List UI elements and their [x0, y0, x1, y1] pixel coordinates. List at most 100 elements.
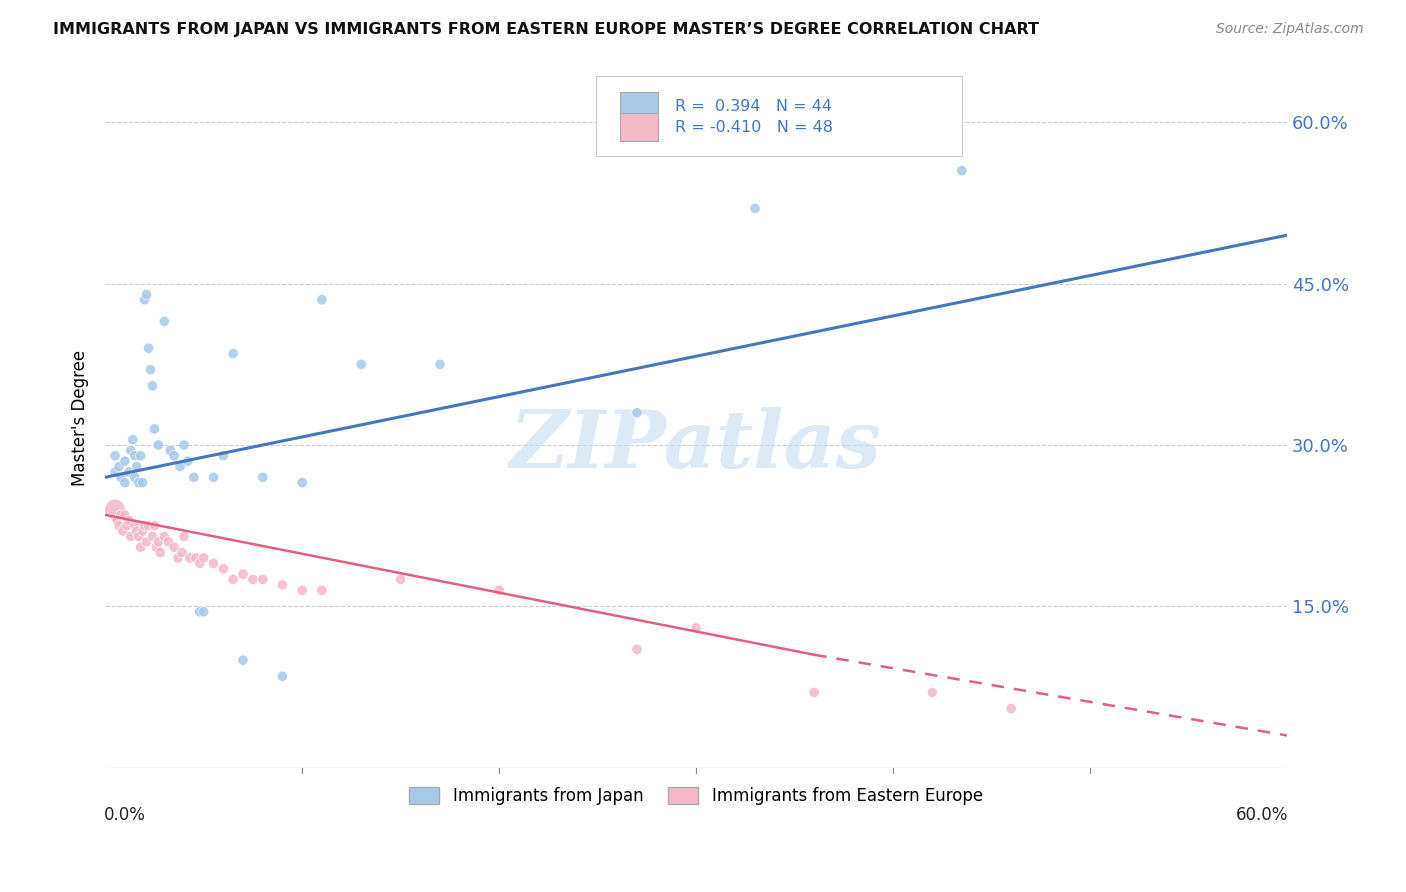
Point	[626, 406, 648, 420]
Point	[950, 163, 973, 178]
Text: 60.0%: 60.0%	[1236, 806, 1288, 824]
Point	[108, 518, 131, 533]
Text: R = -0.410   N = 48: R = -0.410 N = 48	[675, 120, 832, 135]
Point	[311, 293, 333, 307]
Point	[153, 529, 176, 543]
Point	[1000, 701, 1022, 715]
Point	[125, 459, 148, 474]
Point	[110, 508, 132, 522]
Point	[389, 573, 412, 587]
Point	[143, 518, 166, 533]
Point	[149, 545, 172, 559]
Point	[173, 529, 195, 543]
Point	[202, 557, 225, 571]
Point	[184, 551, 207, 566]
Point	[124, 518, 146, 533]
Point	[108, 459, 131, 474]
Point	[114, 475, 136, 490]
Point	[202, 470, 225, 484]
Point	[121, 433, 143, 447]
Point	[153, 314, 176, 328]
Point	[212, 449, 235, 463]
Point	[157, 534, 180, 549]
Point	[252, 470, 274, 484]
Point	[131, 524, 153, 538]
Point	[111, 524, 134, 538]
Point	[159, 443, 181, 458]
Point	[167, 551, 190, 566]
Point	[271, 578, 294, 592]
Point	[139, 362, 162, 376]
Point	[134, 293, 156, 307]
Point	[232, 653, 254, 667]
Point	[188, 557, 211, 571]
Point	[170, 545, 193, 559]
Point	[118, 513, 141, 527]
Point	[129, 449, 152, 463]
Point	[311, 583, 333, 598]
Point	[124, 449, 146, 463]
Point	[744, 202, 766, 216]
Point	[128, 529, 150, 543]
Point	[488, 583, 510, 598]
Point	[120, 529, 142, 543]
Point	[188, 605, 211, 619]
Point	[193, 551, 215, 566]
Y-axis label: Master's Degree: Master's Degree	[72, 350, 89, 486]
Point	[138, 341, 160, 355]
FancyBboxPatch shape	[620, 92, 658, 120]
Point	[129, 540, 152, 554]
Point	[143, 422, 166, 436]
Point	[291, 583, 314, 598]
Point	[118, 465, 141, 479]
Point	[134, 518, 156, 533]
Point	[179, 551, 201, 566]
Point	[350, 357, 373, 371]
Point	[242, 573, 264, 587]
Point	[114, 508, 136, 522]
Point	[105, 513, 128, 527]
Point	[115, 518, 138, 533]
Point	[222, 573, 245, 587]
Point	[169, 459, 191, 474]
Point	[141, 379, 163, 393]
Point	[114, 454, 136, 468]
Point	[120, 443, 142, 458]
Point	[183, 470, 205, 484]
Point	[131, 475, 153, 490]
Point	[252, 573, 274, 587]
Point	[110, 470, 132, 484]
Point	[163, 540, 186, 554]
Point	[193, 605, 215, 619]
Point	[163, 449, 186, 463]
Point	[104, 502, 127, 516]
Point	[138, 518, 160, 533]
Point	[128, 475, 150, 490]
Point	[104, 449, 127, 463]
Point	[685, 621, 707, 635]
Text: ZIPatlas: ZIPatlas	[510, 408, 882, 485]
Point	[148, 438, 170, 452]
FancyBboxPatch shape	[596, 76, 962, 156]
Text: R =  0.394   N = 44: R = 0.394 N = 44	[675, 99, 832, 114]
Point	[135, 287, 157, 301]
Point	[177, 454, 200, 468]
Point	[626, 642, 648, 657]
Point	[222, 346, 245, 360]
Point	[291, 475, 314, 490]
FancyBboxPatch shape	[620, 113, 658, 141]
Point	[135, 534, 157, 549]
Point	[145, 540, 167, 554]
Point	[125, 524, 148, 538]
Point	[429, 357, 451, 371]
Point	[212, 562, 235, 576]
Point	[148, 534, 170, 549]
Legend: Immigrants from Japan, Immigrants from Eastern Europe: Immigrants from Japan, Immigrants from E…	[402, 780, 990, 812]
Text: Source: ZipAtlas.com: Source: ZipAtlas.com	[1216, 22, 1364, 37]
Text: IMMIGRANTS FROM JAPAN VS IMMIGRANTS FROM EASTERN EUROPE MASTER’S DEGREE CORRELAT: IMMIGRANTS FROM JAPAN VS IMMIGRANTS FROM…	[53, 22, 1039, 37]
Point	[104, 465, 127, 479]
Point	[271, 669, 294, 683]
Point	[921, 685, 943, 699]
Point	[232, 567, 254, 582]
Point	[141, 529, 163, 543]
